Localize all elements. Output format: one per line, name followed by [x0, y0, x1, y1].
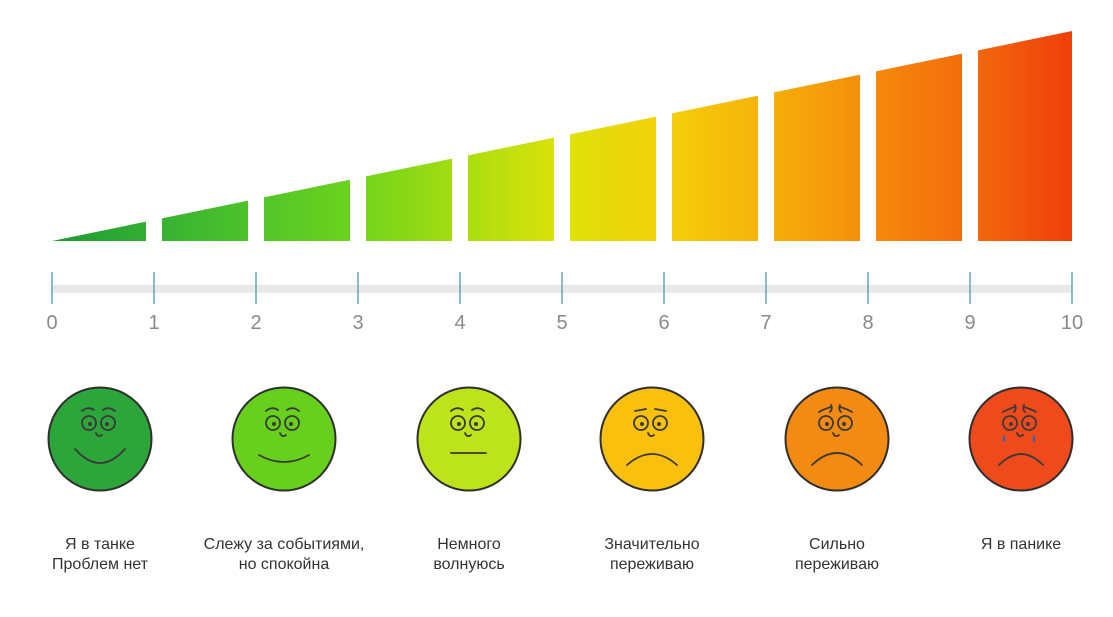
mood-label-line2: Проблем нет [52, 556, 148, 573]
neutral-face-icon [416, 386, 522, 492]
happy-face-icon [47, 386, 153, 492]
scale-tick-label: 0 [46, 312, 58, 334]
sad-face-icon [599, 386, 705, 492]
scale-bar-9 [876, 53, 962, 241]
mood-label: Сильно переживаю [795, 535, 879, 575]
worried-face-icon [784, 386, 890, 492]
scale-tick-label: 3 [352, 312, 364, 334]
mood-item: Немного волнуюсь [369, 385, 569, 575]
scale-tick-label: 4 [454, 312, 466, 334]
mood-label-line2: переживаю [794, 556, 880, 573]
mood-item: Я в танке Проблем нет [0, 385, 200, 575]
mood-label-line1: Я в панике [980, 536, 1062, 553]
mood-item: Значительно переживаю [552, 385, 752, 575]
mood-label-line1: Я в танке [65, 536, 135, 553]
mood-label-line1: Значительно [604, 536, 700, 553]
mood-label: Немного волнуюсь [433, 535, 504, 575]
crying-face-icon [968, 386, 1074, 492]
scale-tick-label: 8 [862, 312, 874, 334]
mood-label: Я в танке Проблем нет [52, 535, 148, 575]
scale-bar-1 [52, 221, 146, 241]
mood-label-line2: волнуюсь [433, 556, 505, 573]
mood-label: Я в панике [981, 535, 1061, 555]
scale-bar-7 [672, 95, 758, 241]
scale-bar-10 [978, 31, 1072, 241]
mood-label-line2: переживаю [609, 556, 695, 573]
mood-label: Значительно переживаю [604, 535, 699, 575]
mood-label: Слежу за событиями, но спокойна [204, 535, 365, 575]
scale-tick-label: 9 [964, 312, 976, 334]
scale-bar-5 [468, 137, 554, 241]
scale-tick-label: 2 [250, 312, 262, 334]
mood-label-line1: Слежу за событиями, [203, 536, 365, 553]
scale-bar-3 [264, 179, 350, 241]
mood-item: Слежу за событиями, но спокойна [184, 385, 384, 575]
mood-label-line1: Сильно [809, 536, 865, 553]
mood-label-line2: но спокойна [238, 556, 330, 573]
mood-label-line1: Немного [437, 536, 501, 553]
scale-bar-6 [570, 116, 656, 241]
scale-bar-4 [366, 158, 452, 241]
mood-item: Сильно переживаю [737, 385, 937, 575]
scale-tick-label: 6 [658, 312, 670, 334]
scale-bar-2 [162, 200, 248, 241]
mood-item: Я в панике [921, 385, 1113, 555]
smiling-face-icon [231, 386, 337, 492]
scale-tick-label: 5 [556, 312, 568, 334]
scale-tick-label: 10 [1060, 312, 1084, 334]
scale-tick-label: 7 [760, 312, 772, 334]
scale-tick-label: 1 [148, 312, 160, 334]
stress-scale [51, 31, 1073, 304]
scale-bar-8 [774, 74, 860, 241]
